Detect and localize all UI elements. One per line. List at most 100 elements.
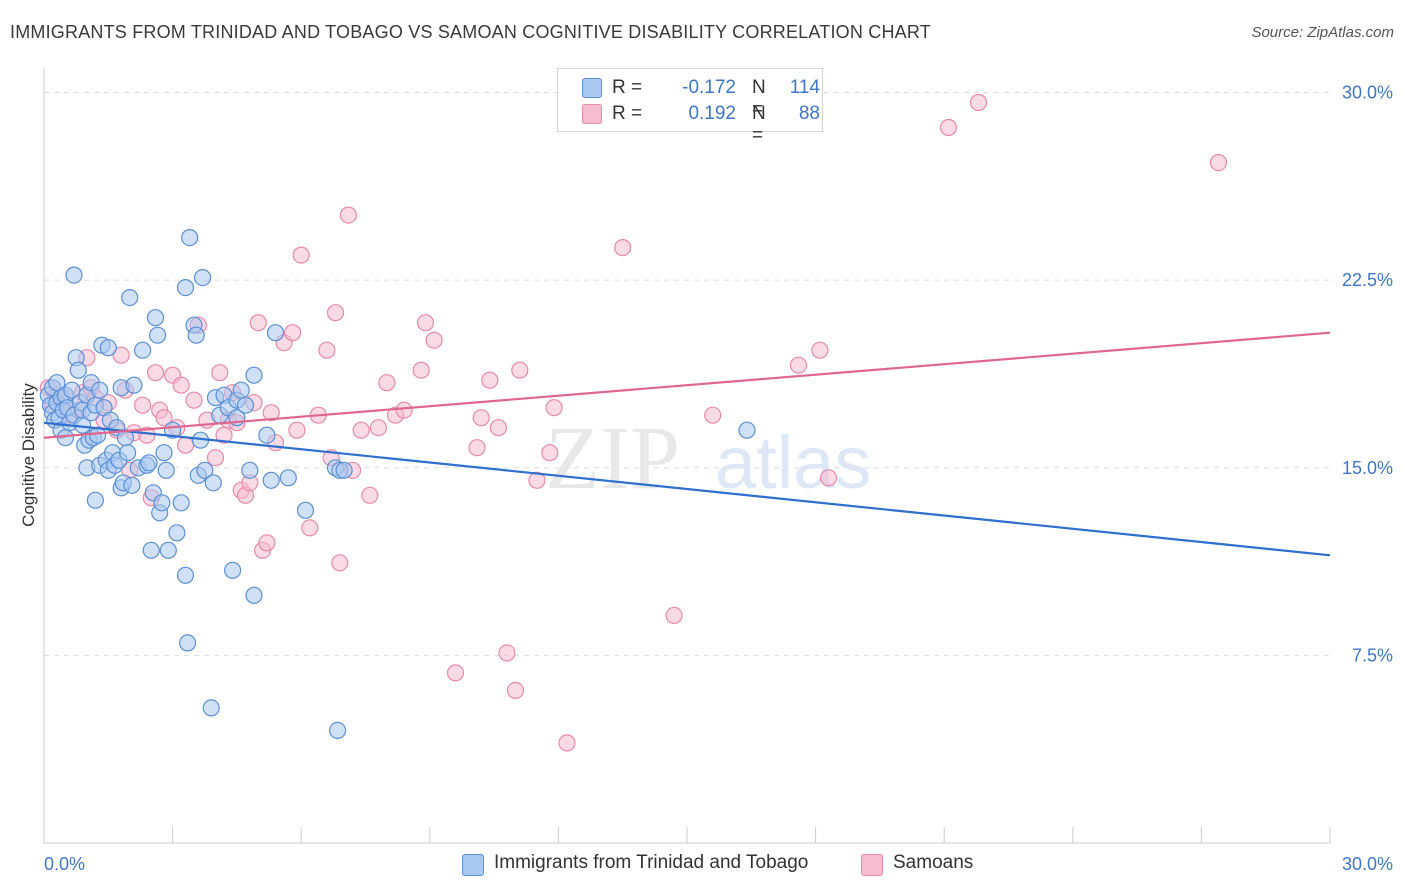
trinidad-tobago-point xyxy=(245,586,263,604)
legend-r-label: R = xyxy=(612,77,643,98)
legend-n-label: N = xyxy=(752,77,766,120)
x-tick-label: 0.0% xyxy=(44,854,85,874)
axes xyxy=(43,68,1331,844)
bottom-legend-label: Samoans xyxy=(893,852,974,873)
trinidad-tobago-point xyxy=(86,491,105,509)
trinidad-tobago-point xyxy=(65,266,83,284)
trinidad-tobago-point xyxy=(241,461,259,479)
trinidad-tobago-point xyxy=(176,566,195,584)
trinidad-tobago-point xyxy=(121,289,139,307)
legend-r-label: R = xyxy=(612,103,643,124)
samoan-point xyxy=(284,324,302,342)
samoan-point xyxy=(416,314,435,332)
trend-line-pink xyxy=(43,331,1331,439)
y-tick-label: 15.0% xyxy=(1342,458,1393,478)
samoan-point xyxy=(146,364,165,382)
correlation-legend: R = -0.172 N = 114 R = 0.192 N = 88 xyxy=(557,68,823,146)
trinidad-tobago-point xyxy=(187,326,205,344)
samoan-point xyxy=(211,364,229,382)
trinidad-tobago-point xyxy=(159,541,177,559)
trinidad-tobago-point xyxy=(329,721,347,740)
samoan-point xyxy=(292,246,310,264)
samoan-point xyxy=(472,409,490,427)
trinidad-tobago-point xyxy=(134,341,152,359)
trinidad-tobago-point xyxy=(176,279,195,297)
samoan-point xyxy=(506,681,525,700)
samoan-point xyxy=(498,644,516,662)
trinidad-tobago-point xyxy=(118,444,137,462)
grid-lines xyxy=(44,92,1330,656)
trinidad-tobago-point xyxy=(56,429,75,447)
trinidad-tobago-point xyxy=(232,381,250,399)
samoan-point xyxy=(288,421,306,439)
samoan-point xyxy=(969,93,988,112)
samoan-point xyxy=(541,444,559,462)
samoan-point xyxy=(301,519,319,537)
samoan-point xyxy=(185,391,203,409)
y-tick-label: 30.0% xyxy=(1342,83,1393,103)
trinidad-tobago-point xyxy=(123,476,141,494)
samoan-point xyxy=(155,409,173,427)
trinidad-tobago-point xyxy=(157,461,175,479)
watermark-zip: ZIP xyxy=(545,409,680,508)
trend-lines xyxy=(43,331,1331,557)
trinidad-tobago-point xyxy=(245,366,263,384)
trinidad-tobago-point xyxy=(140,454,158,472)
samoan-point xyxy=(558,734,576,752)
bottom-legend-swatch-pink xyxy=(861,854,883,876)
samoan-point xyxy=(545,399,563,417)
legend-swatch-blue xyxy=(582,78,602,98)
trinidad-tobago-point xyxy=(194,269,212,287)
samoan-point xyxy=(412,361,430,379)
samoan-point xyxy=(939,118,958,137)
y-tick-label: 7.5% xyxy=(1352,645,1393,665)
samoan-point xyxy=(395,401,413,419)
samoan-point xyxy=(352,421,370,439)
samoan-point xyxy=(1209,154,1228,172)
trinidad-tobago-point xyxy=(153,494,171,512)
samoan-point xyxy=(172,376,190,394)
legend-n-value: 114 xyxy=(789,77,820,98)
samoan-point xyxy=(481,371,499,389)
y-tick-label: 22.5% xyxy=(1342,270,1393,290)
trinidad-tobago-point xyxy=(204,474,222,492)
trinidad-tobago-point xyxy=(196,461,214,479)
trinidad-tobago-point xyxy=(738,421,756,439)
trinidad-tobago-point xyxy=(91,381,109,399)
trinidad-tobago-point xyxy=(155,444,173,462)
trinidad-tobago-point xyxy=(236,396,255,414)
samoan-point xyxy=(176,436,195,454)
trinidad-tobago-point xyxy=(262,471,280,489)
samoan-point xyxy=(318,341,336,359)
samoan-point xyxy=(112,346,130,364)
trinidad-tobago-point xyxy=(181,229,199,247)
chart-title: IMMIGRANTS FROM TRINIDAD AND TOBAGO VS S… xyxy=(10,22,931,42)
bottom-legend-swatch-blue xyxy=(462,854,484,876)
legend-r-value: 0.192 xyxy=(688,103,736,124)
watermark-atlas: atlas xyxy=(715,421,871,504)
samoan-point xyxy=(704,406,722,424)
trinidad-tobago-point xyxy=(69,361,87,379)
trinidad-tobago-point xyxy=(279,469,297,487)
samoan-point xyxy=(468,439,486,457)
samoan-point xyxy=(339,206,357,224)
legend-r-value: -0.172 xyxy=(682,77,736,98)
samoan-point xyxy=(249,314,267,332)
tick-labels: 7.5% 15.0% 22.5% 30.0% 0.0% 30.0% xyxy=(44,83,1393,874)
samoan-point xyxy=(258,534,276,552)
samoan-point xyxy=(378,374,396,392)
y-axis-label: Cognitive Disability xyxy=(19,383,38,527)
trinidad-tobago-point xyxy=(296,501,315,519)
trinidad-tobago-point xyxy=(168,524,186,542)
samoan-point xyxy=(446,664,465,682)
bottom-legend-label: Immigrants from Trinidad and Tobago xyxy=(494,852,809,873)
trinidad-tobago-point xyxy=(266,324,285,342)
samoan-point xyxy=(819,469,838,487)
trend-line-blue xyxy=(43,421,1331,557)
samoan-point xyxy=(511,361,529,379)
samoan-point xyxy=(425,331,443,349)
series-immigrants-trinidad-tobago xyxy=(39,229,756,740)
trinidad-tobago-point xyxy=(224,561,242,579)
trinidad-tobago-point xyxy=(125,376,143,394)
samoan-point xyxy=(614,239,632,257)
